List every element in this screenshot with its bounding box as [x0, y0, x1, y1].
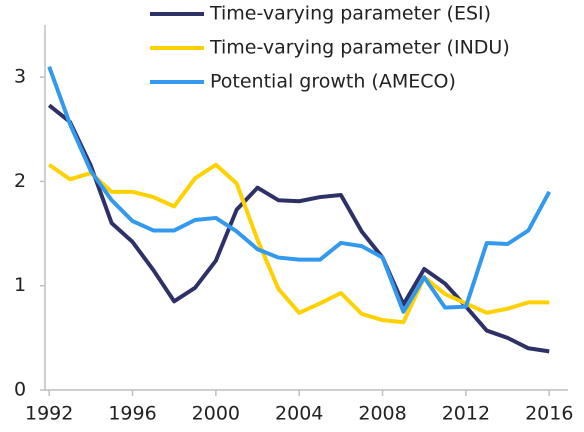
x-tick-label: 2008: [358, 403, 406, 425]
x-tick-label: 2016: [525, 403, 573, 425]
y-tick-label: 3: [14, 66, 26, 88]
legend-label: Potential growth (AMECO): [210, 71, 456, 93]
series-line: [47, 66, 552, 314]
y-tick-label: 1: [14, 274, 26, 296]
x-tick-label: 1992: [25, 403, 73, 425]
x-tick-label: 2004: [275, 403, 323, 425]
y-tick-label: 0: [14, 379, 26, 401]
legend-label: Time-varying parameter (ESI): [209, 3, 491, 25]
y-tick-label: 2: [14, 170, 26, 192]
x-tick-label: 2012: [442, 403, 490, 425]
series-line: [48, 162, 550, 325]
legend-label: Time-varying parameter (INDU): [209, 37, 510, 59]
x-tick-label: 2000: [192, 403, 240, 425]
x-tick-label: 1996: [108, 403, 156, 425]
